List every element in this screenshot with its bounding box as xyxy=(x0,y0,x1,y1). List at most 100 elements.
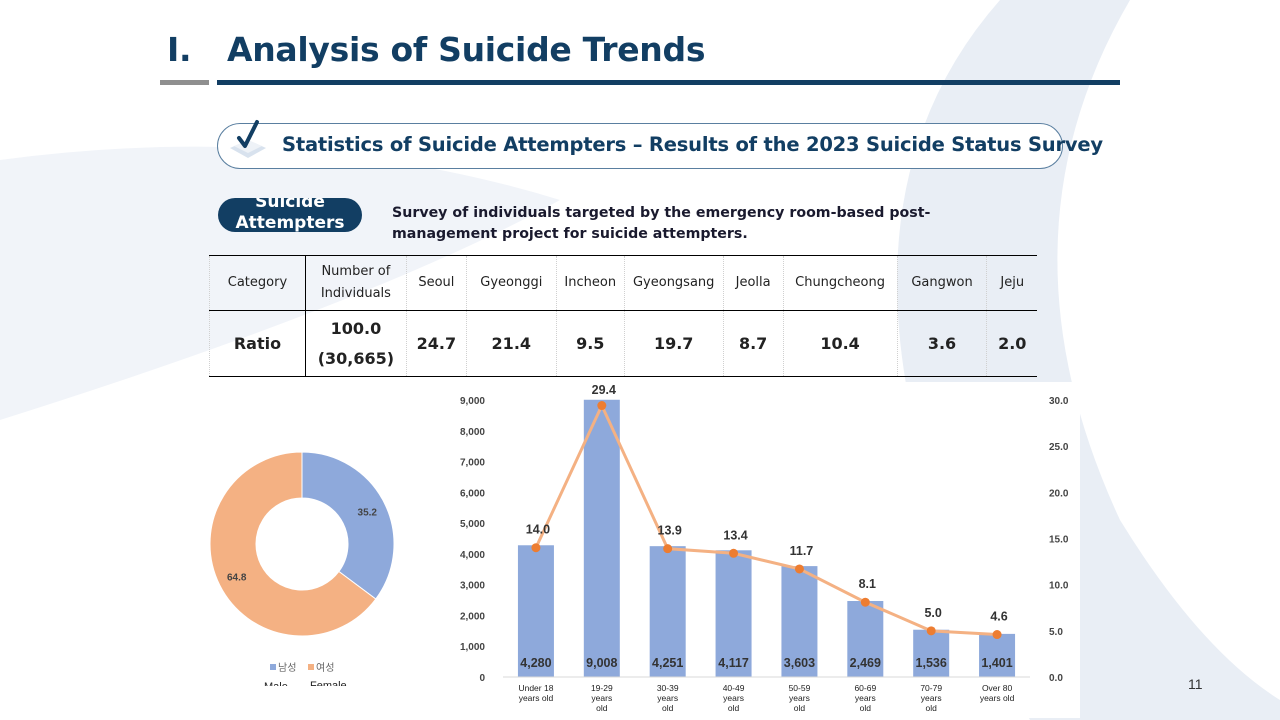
bar-value-label: 1,536 xyxy=(916,656,947,670)
cell-gangwon: 3.6 xyxy=(896,310,987,377)
table-ratio-row: Ratio 100.0 (30,665) 24.7 21.4 9.5 19.7 8… xyxy=(209,310,1037,377)
title-underline-grey xyxy=(160,80,209,85)
cell-total-count: (30,665) xyxy=(317,348,395,368)
gender-donut-panel: 35.2 64.8 남성 여성 Male Female xyxy=(186,448,421,693)
donut-slice-female xyxy=(209,451,377,637)
bar-value-label: 1,401 xyxy=(981,656,1012,670)
bar xyxy=(649,546,686,677)
y-right-tick-label: 0.0 xyxy=(1049,673,1063,684)
y-right-tick-label: 5.0 xyxy=(1049,627,1063,638)
x-tick-label: 30-39 xyxy=(657,683,679,693)
x-tick-label: 40-49 xyxy=(723,683,745,693)
header-chungcheong: Chungcheong xyxy=(782,255,898,311)
y-left-tick-label: 4,000 xyxy=(460,550,485,561)
x-tick-label: old xyxy=(794,703,806,713)
header-gyeonggi: Gyeonggi xyxy=(465,255,557,311)
ratio-value-label: 4.6 xyxy=(990,610,1007,624)
ratio-marker xyxy=(663,544,673,554)
ratio-value-label: 14.0 xyxy=(526,523,550,537)
y-left-tick-label: 7,000 xyxy=(460,458,485,469)
survey-description: Survey of individuals targeted by the em… xyxy=(392,205,931,242)
gender-donut-chart: 35.2 64.8 남성 여성 Male Female xyxy=(209,451,395,693)
slide-title: I. Analysis of Suicide Trends xyxy=(167,30,705,69)
y-left-tick-label: 1,000 xyxy=(460,642,485,653)
y-right-tick-label: 30.0 xyxy=(1049,396,1069,407)
donut-label-female: 64.8 xyxy=(227,573,247,584)
ratio-value-label: 5.0 xyxy=(924,606,941,620)
bar-value-label: 4,251 xyxy=(652,656,683,670)
x-tick-label: years xyxy=(921,693,942,703)
y-left-tick-label: 2,000 xyxy=(460,611,485,622)
y-left-tick-label: 8,000 xyxy=(460,427,485,438)
title-text: Analysis of Suicide Trends xyxy=(227,30,706,69)
bar xyxy=(517,545,554,677)
x-tick-label: old xyxy=(728,703,740,713)
ratio-value-label: 11.7 xyxy=(790,544,814,558)
y-left-tick-label: 6,000 xyxy=(460,488,485,499)
legend-male-english: Male xyxy=(264,681,288,686)
x-tick-label: Under 18 xyxy=(518,683,553,693)
page-number: 11 xyxy=(1188,676,1203,692)
header-jeju: Jeju xyxy=(986,255,1037,311)
bar xyxy=(781,566,818,677)
section-number: I. xyxy=(167,30,192,69)
bar-value-label: 2,469 xyxy=(850,656,881,670)
legend-female-english: Female xyxy=(310,680,347,686)
x-tick-label: years old xyxy=(519,693,554,703)
cell-total-ratio: 100.0 xyxy=(330,318,382,338)
header-jeolla: Jeolla xyxy=(722,255,784,311)
x-tick-label: years xyxy=(789,693,810,703)
ratio-value-label: 29.4 xyxy=(592,383,616,397)
y-right-tick-label: 20.0 xyxy=(1049,488,1069,499)
ratio-marker xyxy=(860,597,870,607)
legend-swatch-male xyxy=(270,664,276,670)
y-left-tick-label: 0 xyxy=(479,673,485,684)
y-right-tick-label: 10.0 xyxy=(1049,581,1069,592)
x-tick-label: Over 80 xyxy=(982,683,1013,693)
cell-incheon: 9.5 xyxy=(555,310,625,377)
cell-seoul: 24.7 xyxy=(405,310,467,377)
legend-label-male: 남성 xyxy=(278,662,296,674)
legend-swatch-female xyxy=(308,664,314,670)
cell-gyeongsang: 19.7 xyxy=(623,310,724,377)
subtitle-text: Statistics of Suicide Attempters – Resul… xyxy=(282,133,1103,156)
bar xyxy=(979,633,1016,677)
y-right-tick-label: 15.0 xyxy=(1049,535,1069,546)
x-tick-label: 19-29 xyxy=(591,683,613,693)
bar-value-label: 4,117 xyxy=(718,656,749,670)
x-tick-label: years xyxy=(723,693,744,703)
suicide-attempters-badge: Suicide Attempters xyxy=(218,198,362,232)
bar-value-label: 4,280 xyxy=(520,656,551,670)
ratio-value-label: 8.1 xyxy=(859,577,876,591)
y-right-tick-label: 25.0 xyxy=(1049,442,1069,453)
header-seoul: Seoul xyxy=(405,255,467,311)
title-underline-navy xyxy=(217,80,1120,85)
x-tick-label: old xyxy=(662,703,674,713)
ratio-line xyxy=(534,401,998,637)
bar xyxy=(913,629,950,677)
ratio-marker xyxy=(729,548,739,558)
x-tick-label: old xyxy=(596,703,608,713)
age-combo-chart: 0 1,000 2,000 3,000 4,000 5,000 6,000 7,000 8,00… xyxy=(460,383,1069,713)
bar-value-label: 3,603 xyxy=(784,656,815,670)
bar-value-label: 9,008 xyxy=(586,656,617,670)
x-tick-label: years old xyxy=(980,693,1015,703)
donut-label-male: 35.2 xyxy=(358,507,378,518)
age-chart-panel: 0 1,000 2,000 3,000 4,000 5,000 6,000 7,000 8,00… xyxy=(445,382,1080,718)
subtitle-pill xyxy=(217,123,1063,169)
ratio-marker xyxy=(597,401,607,411)
y-left-tick-label: 9,000 xyxy=(460,396,485,407)
x-tick-label: old xyxy=(860,703,872,713)
donut-slice-male xyxy=(301,451,395,600)
cell-gyeonggi: 21.4 xyxy=(465,310,557,377)
header-number-of-individuals: Number of Individuals xyxy=(304,255,407,311)
header-incheon: Incheon xyxy=(555,255,625,311)
ratio-marker xyxy=(531,543,541,553)
y-left-tick-label: 5,000 xyxy=(460,519,485,530)
x-tick-label: 50-59 xyxy=(789,683,811,693)
ratio-marker xyxy=(794,564,804,574)
header-category: Category xyxy=(209,255,306,311)
ratio-value-label: 13.4 xyxy=(723,528,747,542)
cell-chungcheong: 10.4 xyxy=(782,310,898,377)
cell-jeolla: 8.7 xyxy=(722,310,784,377)
